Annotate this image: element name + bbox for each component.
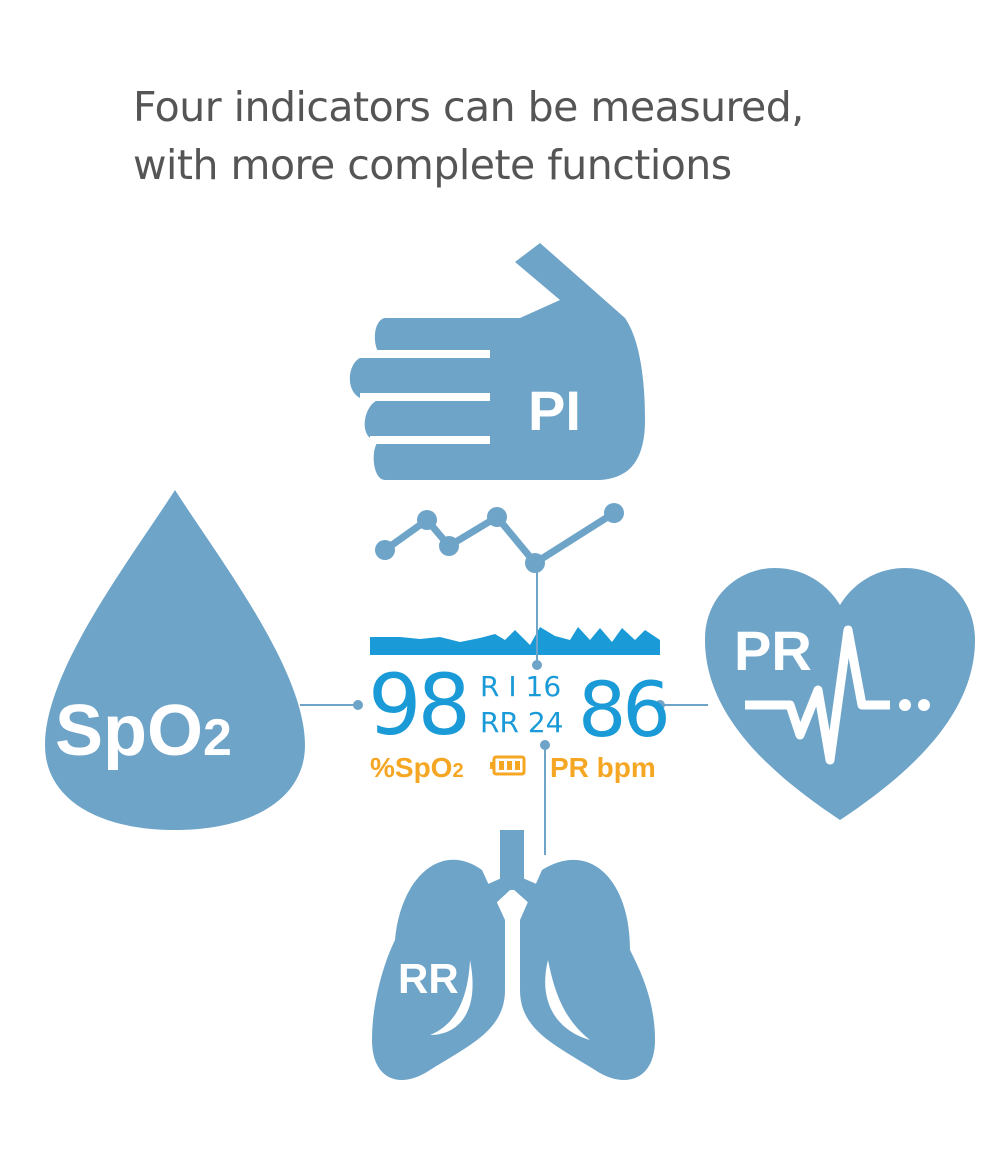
spo2-value: 98 <box>368 656 471 754</box>
rr-label: RR <box>398 955 459 1002</box>
spo2-unit: %SpO2 <box>370 752 464 783</box>
pr-unit: PR bpm <box>550 752 656 783</box>
headline: Four indicators can be measured, with mo… <box>133 78 804 194</box>
pr-value: 86 <box>578 665 671 754</box>
pr-label: PR <box>734 619 812 682</box>
pleth-waveform <box>370 627 660 655</box>
drop-icon <box>45 490 305 830</box>
connectors <box>300 563 708 855</box>
pi-readout: R I 16 <box>480 670 562 703</box>
headline-line-2: with more complete functions <box>133 141 732 189</box>
headline-line-1: Four indicators can be measured, <box>133 83 804 131</box>
pi-label: PI <box>528 379 581 442</box>
lungs-icon <box>372 830 655 1080</box>
trend-points <box>375 503 624 573</box>
spo2-icon-label: SpO2 <box>55 691 232 771</box>
pulse-wave-icon <box>745 625 890 765</box>
rr-readout: RR 24 <box>480 706 564 739</box>
hand-icon <box>349 243 645 480</box>
battery-icon <box>490 755 526 776</box>
